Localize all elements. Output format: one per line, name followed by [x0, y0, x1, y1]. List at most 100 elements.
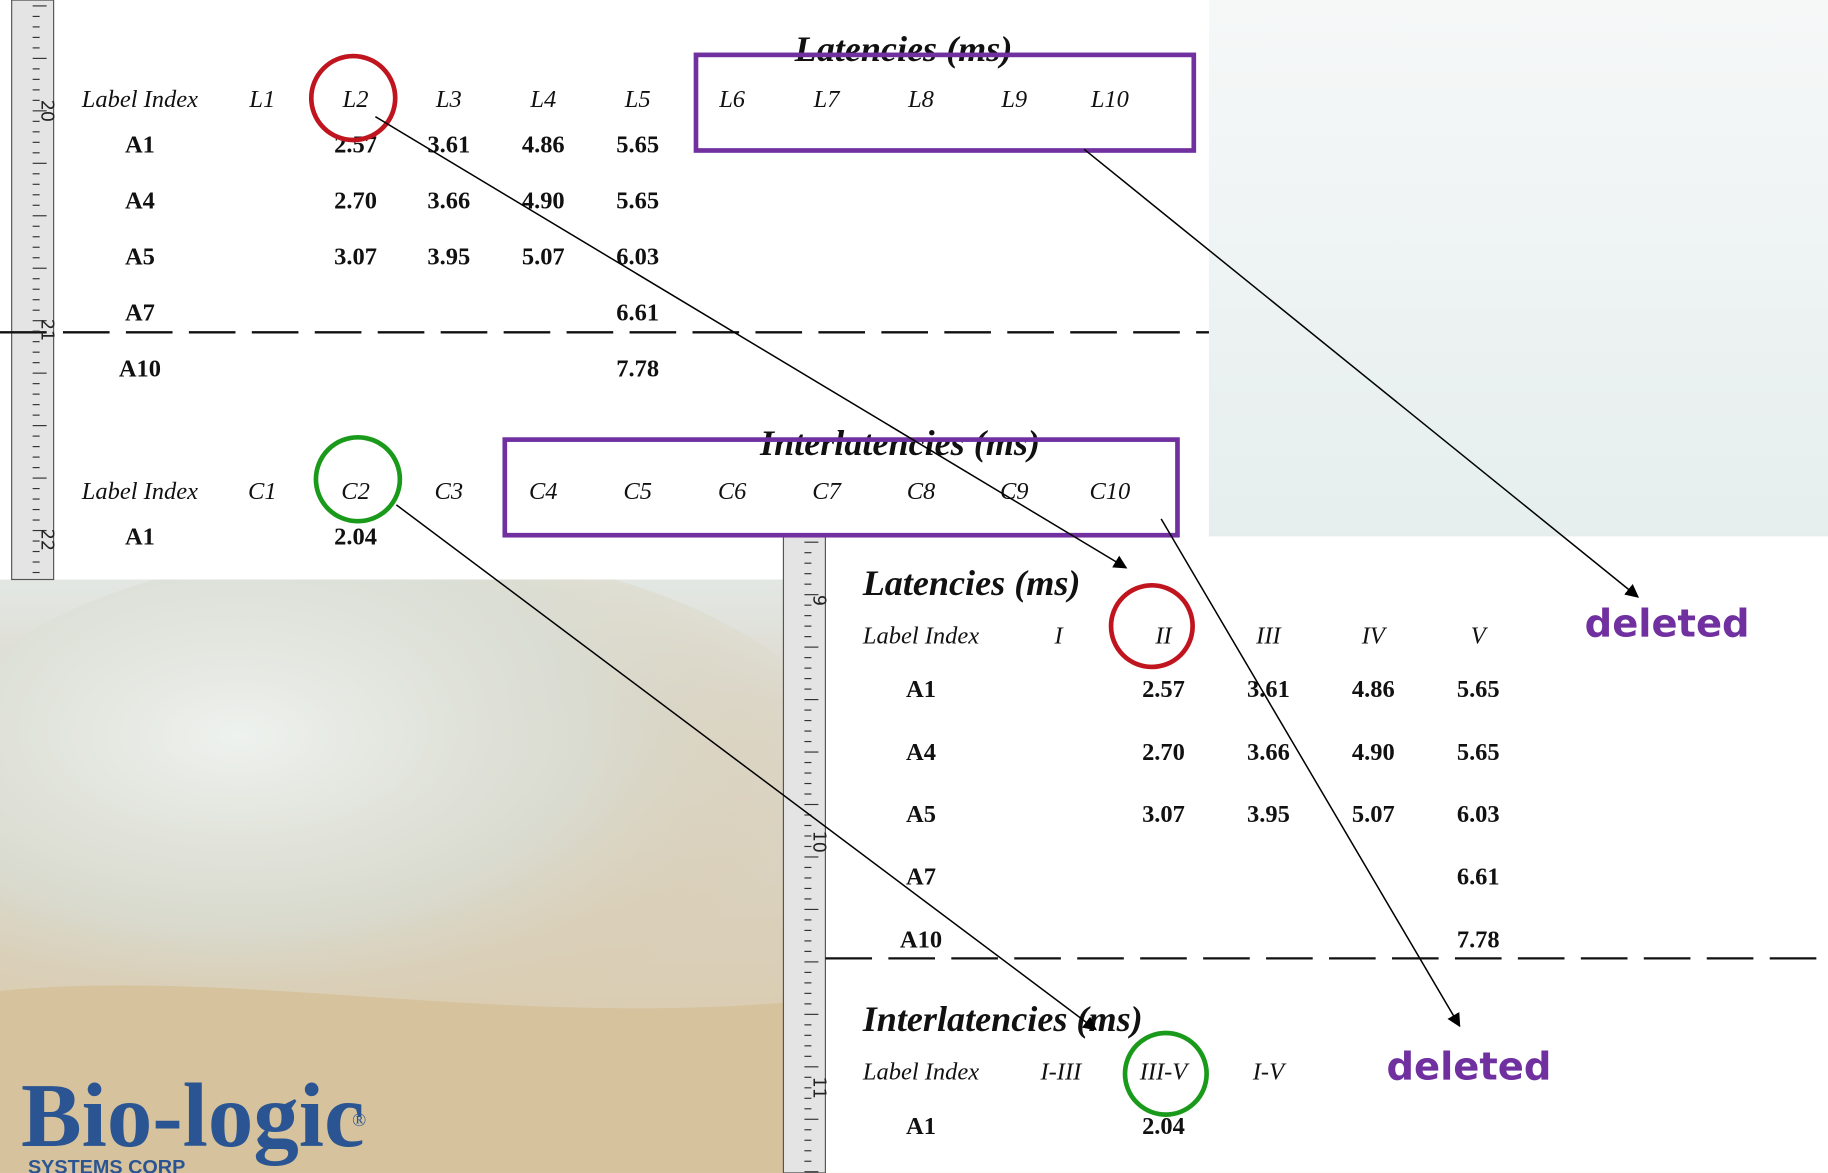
- row-label: A4: [125, 188, 155, 215]
- column-header: L3: [435, 86, 462, 113]
- cell: 5.07: [1352, 801, 1395, 828]
- column-header: Label Index: [862, 1058, 979, 1085]
- ruler-label: 22: [37, 529, 57, 551]
- row-label: A5: [125, 244, 155, 271]
- cell: 2.70: [334, 188, 377, 215]
- highlight-box: [502, 437, 1180, 538]
- cell: 6.61: [1457, 864, 1500, 891]
- column-header: C8: [907, 478, 936, 505]
- column-header: L9: [1000, 86, 1027, 113]
- column-header: Label Index: [81, 478, 198, 505]
- highlight-circle: [313, 434, 403, 524]
- column-header: Label Index: [862, 622, 979, 649]
- column-header: V: [1471, 622, 1489, 649]
- column-header: II: [1154, 622, 1173, 649]
- ruler-label: 21: [37, 319, 57, 341]
- column-header: I: [1053, 622, 1064, 649]
- row-label: A4: [906, 739, 936, 766]
- cell: 2.57: [1142, 676, 1185, 703]
- row-label: A1: [906, 676, 936, 703]
- waves: [0, 548, 875, 1085]
- bottom-screenshot: [783, 536, 1828, 1173]
- table-title: Interlatencies (ms): [862, 999, 1143, 1039]
- arrow: [395, 504, 1097, 1031]
- cell: 3.61: [1247, 676, 1290, 703]
- cell: 2.04: [1142, 1113, 1185, 1140]
- column-header: C3: [435, 478, 464, 505]
- column-header: C6: [718, 478, 747, 505]
- cell: 7.78: [1457, 927, 1500, 954]
- cell: 5.65: [1457, 739, 1500, 766]
- cell: 5.65: [616, 188, 659, 215]
- cell: 4.90: [522, 188, 565, 215]
- cell: 6.03: [1457, 801, 1500, 828]
- row-label: A1: [125, 132, 155, 159]
- column-header: III: [1255, 622, 1282, 649]
- arrow: [1083, 148, 1640, 598]
- ruler: [11, 0, 55, 581]
- highlight-box: [693, 52, 1197, 153]
- arrows: [375, 116, 1640, 1031]
- ruler-label: 10: [808, 831, 828, 853]
- cell: 3.66: [1247, 739, 1290, 766]
- column-header: C2: [341, 478, 370, 505]
- ruler-label: 20: [37, 100, 57, 122]
- column-header: L6: [718, 86, 746, 113]
- arrow: [375, 116, 1128, 569]
- column-header: L10: [1090, 86, 1129, 113]
- cell: 5.65: [1457, 676, 1500, 703]
- column-header: C7: [812, 478, 842, 505]
- cell: 3.66: [427, 188, 470, 215]
- cell: 4.86: [1352, 676, 1395, 703]
- column-header: Label Index: [81, 86, 198, 113]
- row-label: A10: [119, 355, 161, 382]
- table-title: Latencies (ms): [794, 29, 1013, 69]
- highlight-circle: [1108, 583, 1195, 670]
- annotation: deleted: [1585, 602, 1750, 647]
- cell: 2.04: [334, 523, 377, 550]
- column-header: I-V: [1252, 1058, 1287, 1085]
- cell: 2.70: [1142, 739, 1185, 766]
- column-header: C5: [623, 478, 652, 505]
- row-label: A7: [906, 864, 936, 891]
- row-label: A5: [906, 801, 936, 828]
- annotation: deleted: [1386, 1045, 1551, 1090]
- column-header: IV: [1361, 622, 1388, 649]
- sand: [0, 985, 784, 1173]
- column-header: I-III: [1040, 1058, 1084, 1085]
- logo: Bio-logic: [21, 1065, 364, 1166]
- cell: 4.90: [1352, 739, 1395, 766]
- content: 20 21 22 9 10 11 Latencies (ms) Label Index L1 L2…: [32, 5, 1500, 1173]
- arrow: [1160, 518, 1461, 1028]
- table-title: Interlatencies (ms): [759, 423, 1040, 463]
- cell: 3.95: [1247, 801, 1290, 828]
- column-header: L5: [624, 86, 651, 113]
- highlight-circle: [308, 53, 398, 143]
- cell: 3.95: [427, 244, 470, 271]
- column-header: L7: [813, 86, 842, 113]
- cell: 5.07: [522, 244, 565, 271]
- table-title: Latencies (ms): [862, 563, 1081, 603]
- column-header: C1: [248, 478, 277, 505]
- column-header: C10: [1089, 478, 1130, 505]
- row-label: A1: [906, 1113, 936, 1140]
- top-screenshot: [0, 0, 1209, 580]
- logo-mark: ®: [352, 1110, 366, 1131]
- row-label: A7: [125, 299, 155, 326]
- ruler-label: 11: [808, 1077, 828, 1099]
- cell: 3.61: [427, 132, 470, 159]
- row-label: A1: [125, 523, 155, 550]
- logo-subtitle: SYSTEMS CORP: [28, 1156, 185, 1173]
- column-header: C4: [529, 478, 558, 505]
- column-header: L1: [248, 86, 275, 113]
- cell: 6.03: [616, 244, 659, 271]
- column-header: L2: [342, 86, 369, 113]
- highlight-circle: [1122, 1030, 1209, 1117]
- column-header: III-V: [1139, 1058, 1191, 1085]
- cell: 6.61: [616, 299, 659, 326]
- column-header: L4: [529, 86, 556, 113]
- cell: 4.86: [522, 132, 565, 159]
- column-header: L8: [907, 86, 934, 113]
